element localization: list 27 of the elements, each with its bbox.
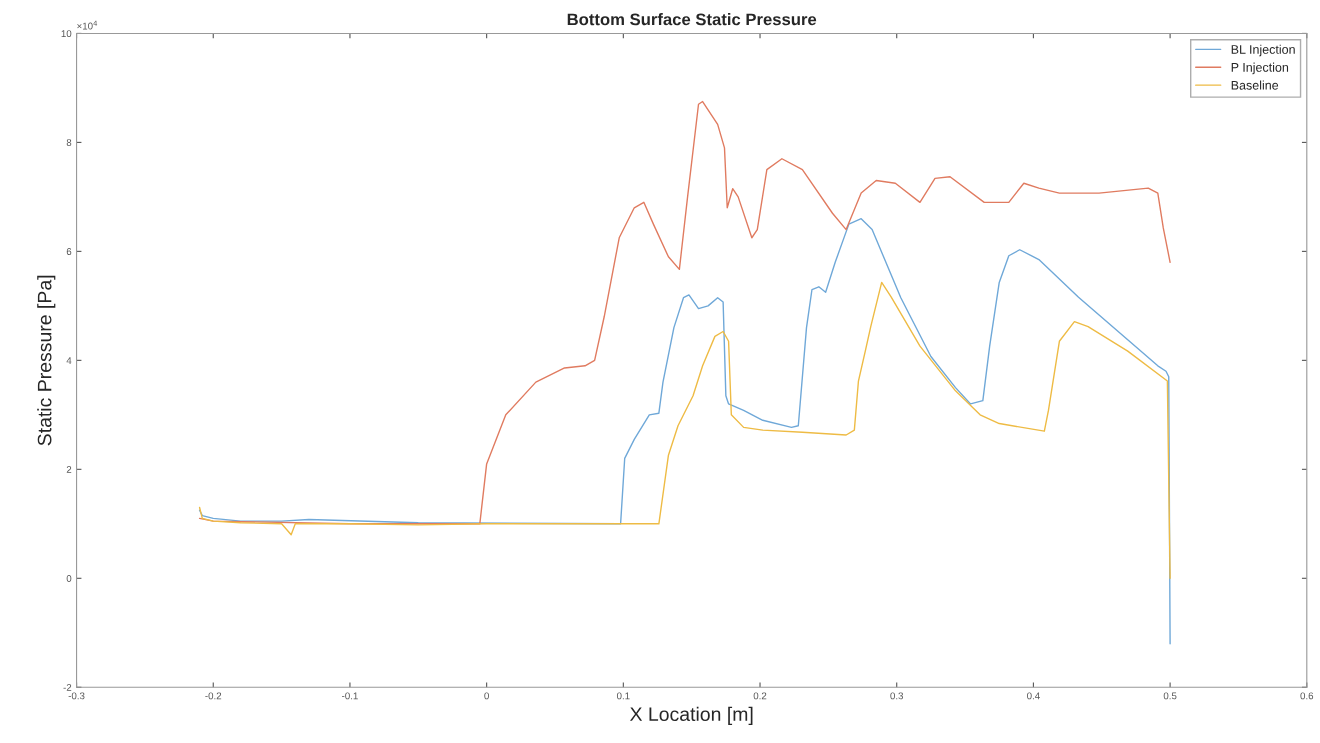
legend-label: P Injection [1231,62,1289,75]
x-tick-label: 0.4 [1027,692,1040,700]
x-tick-label: 0.2 [753,692,767,700]
y-tick-label: 4 [66,357,72,364]
y-tick-label: -2 [63,684,72,691]
x-tick-label: -0.2 [205,692,222,700]
y-tick-label: 2 [66,466,72,473]
y-tick-label: 0 [66,575,72,582]
y-axis-title: Static Pressure [Pa] [37,275,56,446]
legend-label: Baseline [1231,80,1279,90]
x-axis-title: X Location [m] [629,706,753,725]
x-tick-label: 0.5 [1163,692,1177,700]
chart-title: Bottom Surface Static Pressure [567,13,817,26]
y-tick-label: 6 [66,248,72,255]
x-tick-label: -0.3 [68,692,85,700]
x-tick-label: 0.6 [1300,692,1314,700]
x-tick-label: 0.3 [890,692,904,700]
legend-label: BL Injection [1231,44,1295,57]
x-tick-label: 0.1 [616,692,630,700]
line-series [198,281,1171,579]
x-tick-label: -0.1 [342,692,358,700]
line-series [198,100,1171,525]
text: ×10$^{4}$ [77,20,98,30]
line-series [198,217,1171,645]
x-tick-label: 0 [484,692,489,700]
y-tick-label: 8 [66,139,72,147]
y-tick-label: 10 [61,30,72,38]
